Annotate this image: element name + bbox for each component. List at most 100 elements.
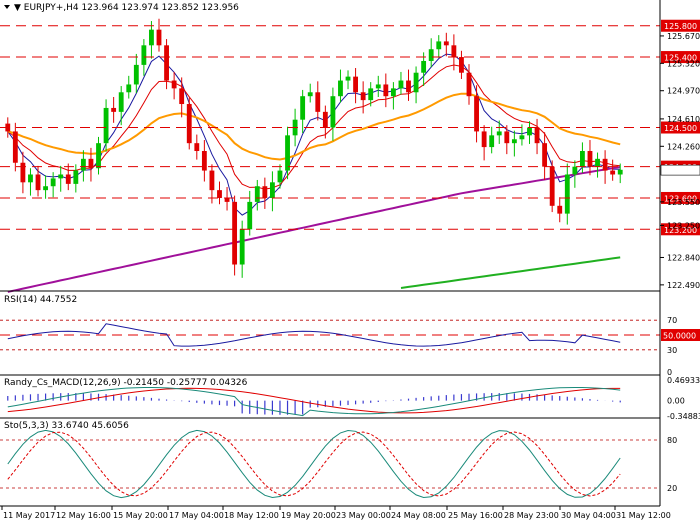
time-label: 15 May 20:00 [113, 511, 168, 520]
candle-body [360, 92, 366, 101]
candle-body [534, 127, 540, 144]
rsi-header: RSI(14) 44.7552 [4, 295, 77, 305]
candle-body [254, 186, 260, 202]
macd-main-line [7, 387, 621, 417]
time-label: 19 May 20:00 [281, 511, 336, 520]
candle-body [549, 166, 555, 206]
candle-body [451, 45, 457, 58]
macd-signal-line [7, 387, 621, 414]
stoch-tick-label: 80 [667, 436, 677, 445]
price-tick-label: 124.970 [667, 87, 700, 96]
stoch-d-line [7, 431, 621, 497]
time-label: 25 May 16:00 [448, 511, 503, 520]
macd-tick-label: 0.46933 [667, 376, 700, 385]
price-tick-label: 124.260 [667, 142, 700, 151]
macd-tick-label: 0.00 [667, 397, 685, 406]
candle-body [398, 80, 404, 89]
candle-body [504, 131, 510, 144]
candle-body [277, 170, 283, 183]
stochastic-lines [7, 429, 621, 499]
candle-body [285, 135, 290, 171]
rsi-level-label: 50.0000 [663, 332, 696, 341]
candle-body [247, 201, 253, 230]
stoch-header: Sto(5,3,3) 33.6740 45.6056 [4, 421, 129, 431]
candle-body [587, 151, 593, 167]
candle-body [209, 170, 215, 191]
candle-body [300, 96, 306, 120]
macd-histogram [7, 393, 621, 415]
candle-body [88, 158, 94, 169]
level-label: 124.500 [664, 124, 697, 133]
rsi-path [7, 323, 621, 347]
candle-body [390, 88, 396, 97]
candle-body [511, 139, 517, 144]
candle-body [194, 143, 200, 151]
candle-body [179, 88, 185, 105]
time-axis: 11 May 2017 12 May 16:00 15 May 20:00 17 Ma… [0, 505, 671, 520]
ma-fast-line [7, 53, 621, 216]
candle-body [496, 131, 502, 136]
candle-body [474, 96, 479, 132]
rsi-line [7, 323, 621, 347]
level-label-box [661, 191, 700, 204]
candle-body [262, 186, 268, 198]
time-label: 23 May 00:00 [336, 511, 391, 520]
level-label: 123.600 [664, 194, 697, 203]
candle-body [322, 111, 328, 128]
moving-averages [7, 53, 621, 293]
collapse-arrow-icon[interactable] [4, 5, 10, 9]
ma-long-line [400, 256, 621, 289]
time-label: 31 May 12:00 [616, 511, 671, 520]
level-label-box [661, 19, 700, 32]
candle-body [421, 60, 427, 73]
stoch-pane[interactable]: 80 20 Sto(5,3,3) 33.6740 45.6056 [0, 417, 677, 499]
rsi-tick-label: 70 [667, 316, 677, 325]
candle-body [232, 201, 238, 265]
candle-body [459, 57, 464, 73]
candle-body [58, 174, 64, 179]
candle-body [368, 88, 374, 101]
ma-200-line [7, 166, 621, 293]
price-tick-label: 122.840 [667, 253, 700, 262]
candle-body [239, 229, 245, 265]
candle-body [133, 64, 139, 85]
stoch-grid [0, 439, 660, 489]
candle-body [595, 158, 600, 167]
price-tick-label: 123.550 [667, 198, 700, 207]
price-tick-label: 123.250 [667, 221, 700, 230]
candle-body [224, 197, 230, 202]
candle-body [383, 84, 389, 97]
stoch-k-line [7, 429, 621, 499]
candle-body [141, 45, 147, 65]
stoch-tick-label: 20 [667, 484, 677, 493]
candle-body [65, 174, 71, 184]
candle-body [579, 151, 585, 167]
rsi-pane[interactable]: 70 30 0 50.0000 RSI(14) 44.7552 [0, 290, 700, 377]
candle-body [12, 131, 18, 163]
candle-body [171, 80, 177, 89]
candle-body [345, 76, 351, 81]
price-tick-label: 125.670 [667, 32, 700, 41]
price-pane[interactable]: 125.800125.400124.500124.000123.600123.2… [0, 0, 700, 293]
time-label: 18 May 12:00 [224, 511, 279, 520]
candle-body [149, 29, 154, 46]
support-resistance-levels: 125.800125.400124.500124.000123.600123.2… [0, 19, 700, 236]
macd-pane[interactable]: 0.46933 0.00 -0.34883 Randy_Cs_MACD(12,26,… [0, 374, 700, 421]
candle-body [602, 158, 608, 171]
candle-body [338, 80, 343, 97]
candle-body [375, 84, 381, 89]
candle-body [527, 127, 532, 136]
candle-body [406, 80, 411, 93]
candle-body [519, 135, 525, 140]
candle-body [217, 190, 222, 198]
candle-body [50, 178, 56, 187]
candle-body [201, 151, 207, 171]
time-label: 28 May 23:00 [504, 511, 559, 520]
price-tick-label: 124.610 [667, 115, 700, 124]
candle-body [572, 166, 578, 175]
rsi-grid [0, 319, 660, 351]
candles [5, 18, 623, 278]
candle-body [73, 170, 79, 184]
ma-slow-line [7, 92, 621, 161]
